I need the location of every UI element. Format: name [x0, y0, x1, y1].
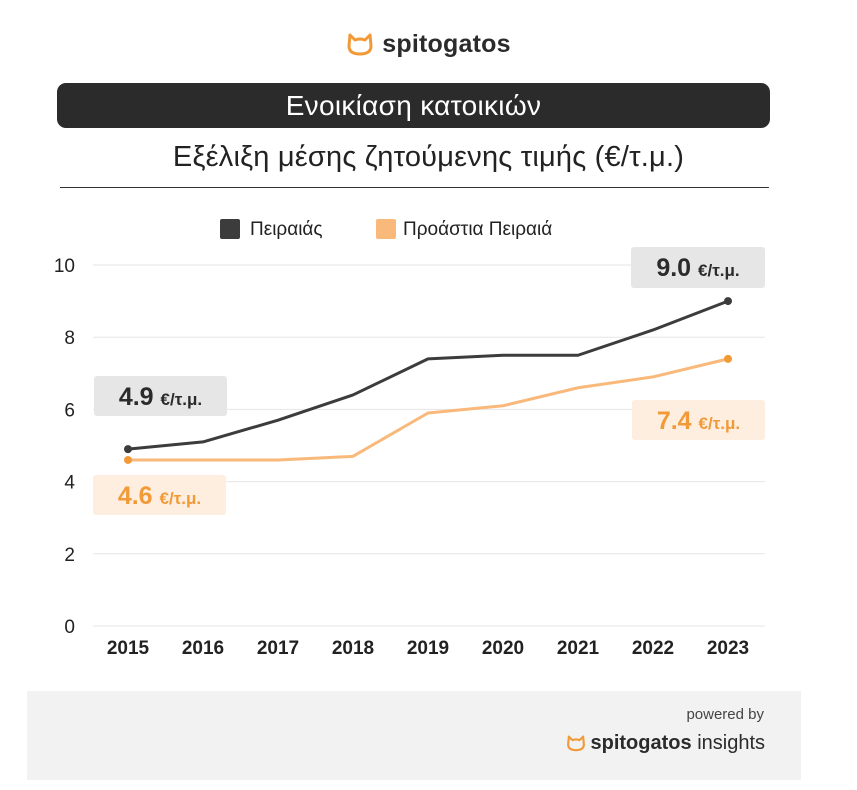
y-tick-label: 2	[64, 545, 75, 566]
data-point-piraeus	[724, 297, 732, 306]
x-tick-label: 2018	[332, 638, 374, 659]
footer-brand: spitogatos insights	[566, 732, 765, 755]
x-tick-label: 2017	[257, 638, 299, 659]
annotation-label: 9.0 €/τ.μ.	[656, 254, 739, 282]
annotation-unit: €/τ.μ.	[160, 489, 202, 508]
series-line-piraeus	[127, 299, 729, 451]
y-axis: 0 2 4 6 8 10	[54, 256, 76, 638]
annotation-unit: €/τ.μ.	[699, 414, 741, 433]
chart-series	[124, 297, 732, 464]
series-line-suburbs	[128, 357, 729, 462]
annotation-unit: €/τ.μ.	[698, 261, 740, 280]
annotation-value: 9.0	[656, 254, 698, 282]
x-tick-label: 2022	[632, 638, 674, 659]
title-divider	[60, 187, 769, 188]
annotation-value: 4.6	[118, 482, 160, 510]
x-tick-label: 2016	[182, 638, 224, 659]
x-tick-label: 2020	[482, 638, 524, 659]
y-tick-label: 8	[64, 328, 75, 349]
annotation-label: 4.9 €/τ.μ.	[119, 383, 202, 411]
data-point-piraeus	[124, 445, 132, 454]
annotation-box	[632, 400, 765, 440]
footer: powered by spitogatos insights	[27, 691, 801, 780]
annotation-box	[93, 475, 226, 515]
legend-swatch-suburbs	[376, 219, 396, 239]
x-tick-label: 2015	[107, 638, 150, 659]
footer-brand-suffix: insights	[697, 732, 765, 754]
annotation-box	[631, 247, 765, 288]
cat-icon	[566, 735, 585, 752]
brand-logo: spitogatos	[0, 30, 857, 59]
legend-label-suburbs: Προάστια Πειραιά	[403, 219, 552, 240]
annotation-label: 7.4 €/τ.μ.	[657, 407, 740, 435]
footer-brand-name: spitogatos	[590, 732, 692, 754]
x-axis: 2015 2016 2017 2018 2019 2020 2021 2022 2023	[107, 638, 749, 659]
data-point-suburbs	[724, 354, 732, 363]
page-title: Ενοικίαση κατοικιών	[285, 90, 542, 121]
annotation-box	[94, 376, 227, 416]
data-point-suburbs	[124, 455, 132, 464]
chart-annotations: 4.9 €/τ.μ.9.0 €/τ.μ.4.6 €/τ.μ.7.4 €/τ.μ.	[93, 247, 765, 515]
annotation-piraeus-start: 4.9 €/τ.μ.	[94, 376, 227, 416]
legend-swatch-piraeus	[220, 219, 240, 239]
x-tick-label: 2019	[407, 638, 449, 659]
y-tick-label: 10	[54, 256, 75, 277]
x-tick-label: 2023	[707, 638, 749, 659]
legend-label-piraeus: Πειραιάς	[250, 219, 323, 240]
annotation-unit: €/τ.μ.	[161, 390, 203, 409]
annotation-suburbs-start: 4.6 €/τ.μ.	[93, 475, 226, 515]
y-tick-label: 4	[64, 473, 75, 494]
annotation-suburbs-end: 7.4 €/τ.μ.	[632, 400, 765, 440]
annotation-value: 4.9	[119, 383, 161, 411]
y-tick-label: 6	[64, 400, 75, 421]
page-title-banner: Ενοικίαση κατοικιών	[57, 83, 770, 128]
chart-gridlines	[93, 264, 765, 627]
x-tick-label: 2021	[557, 638, 600, 659]
powered-by-label: powered by	[686, 706, 764, 723]
y-tick-label: 0	[64, 617, 75, 638]
brand-name: spitogatos	[382, 30, 511, 58]
cat-icon	[347, 33, 373, 56]
chart-subtitle: Εξέλιξη μέσης ζητούμενης τιμής (€/τ.μ.)	[172, 141, 685, 173]
annotation-piraeus-end: 9.0 €/τ.μ.	[631, 247, 765, 288]
chart-legend: Πειραιάς Προάστια Πειραιά	[220, 219, 552, 240]
annotation-value: 7.4	[657, 407, 699, 435]
annotation-label: 4.6 €/τ.μ.	[118, 482, 201, 510]
